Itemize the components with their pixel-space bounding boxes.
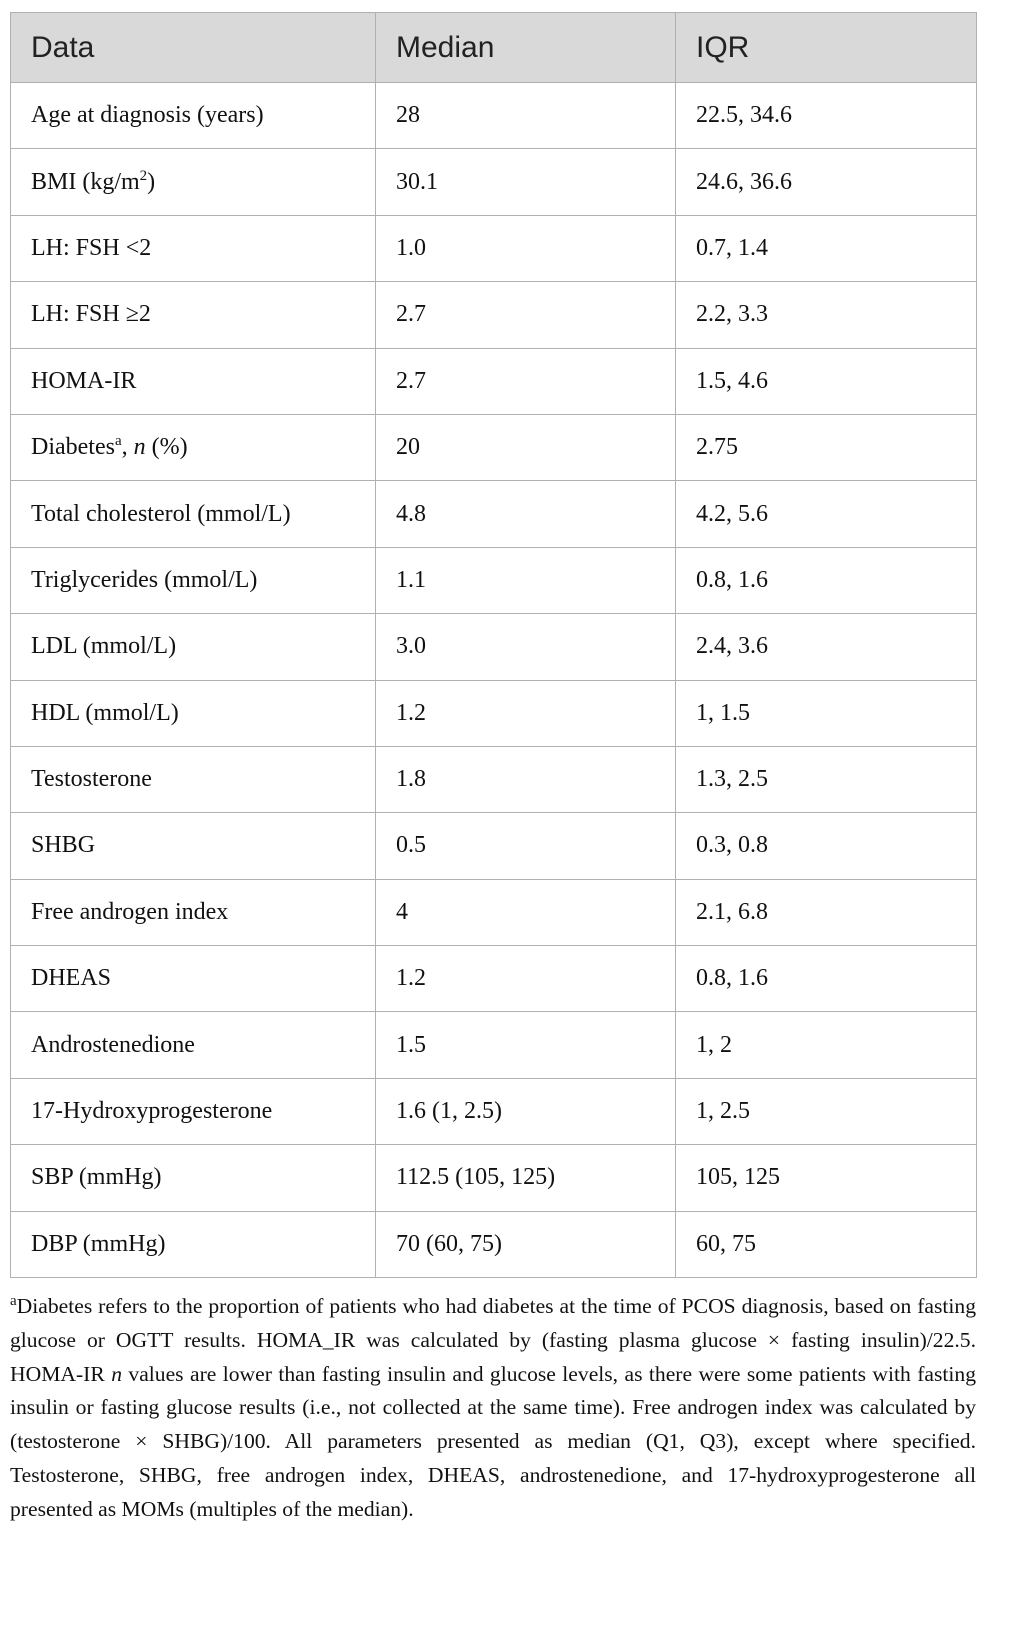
table-row: Triglycerides (mmol/L) 1.1 0.8, 1.6 <box>10 546 977 615</box>
table-cell: 4.2, 5.6 <box>675 480 977 548</box>
table-cell: DBP (mmHg) <box>10 1210 376 1279</box>
table-cell: 20 <box>375 413 676 482</box>
table-cell: 0.3, 0.8 <box>675 812 977 880</box>
table-row: Androstenedione 1.5 1, 2 <box>10 1011 977 1079</box>
table-cell: 105, 125 <box>675 1144 977 1212</box>
table-row: SHBG 0.5 0.3, 0.8 <box>10 812 977 880</box>
table-cell: LH: FSH <2 <box>10 214 376 283</box>
table-cell: 1, 2 <box>675 1011 977 1079</box>
table-cell: Diabetesa, n (%) <box>10 413 376 482</box>
table-body: Age at diagnosis (years) 28 22.5, 34.6 BMI … <box>10 81 977 1279</box>
footnote-text: Diabetes refers to the proportion of pat… <box>10 1294 976 1386</box>
table-row: HDL (mmol/L) 1.2 1, 1.5 <box>10 679 977 747</box>
table-row: HOMA-IR 2.7 1.5, 4.6 <box>10 347 977 415</box>
data-table: Data Median IQR Age at diagnosis (years)… <box>10 12 977 1279</box>
table-cell: 17-Hydroxyprogesterone <box>10 1077 376 1146</box>
table-row: Total cholesterol (mmol/L) 4.8 4.2, 5.6 <box>10 480 977 548</box>
table-cell: Testosterone <box>10 745 376 814</box>
table-cell: 2.7 <box>375 347 676 415</box>
table-cell: 2.75 <box>675 413 977 482</box>
table-cell: 70 (60, 75) <box>375 1210 676 1279</box>
table-cell: 30.1 <box>375 148 676 216</box>
table-cell: Androstenedione <box>10 1011 376 1079</box>
table-cell: 2.7 <box>375 281 676 349</box>
table-cell: Age at diagnosis (years) <box>10 81 376 150</box>
table-cell: 1, 1.5 <box>675 679 977 747</box>
table-cell: SHBG <box>10 812 376 880</box>
table-cell: 0.8, 1.6 <box>675 546 977 615</box>
table-row: Diabetesa, n (%) 20 2.75 <box>10 413 977 482</box>
table-row: Free androgen index 4 2.1, 6.8 <box>10 878 977 947</box>
table-cell: LH: FSH ≥2 <box>10 281 376 349</box>
table-row: DBP (mmHg) 70 (60, 75) 60, 75 <box>10 1210 977 1279</box>
table-cell: 60, 75 <box>675 1210 977 1279</box>
table-cell: Triglycerides (mmol/L) <box>10 546 376 615</box>
table-cell: 24.6, 36.6 <box>675 148 977 216</box>
table-cell: 2.2, 3.3 <box>675 281 977 349</box>
header-row: Data Median IQR <box>10 12 977 83</box>
table-cell: 1.5, 4.6 <box>675 347 977 415</box>
table-cell: 1.2 <box>375 679 676 747</box>
table-cell: 112.5 (105, 125) <box>375 1144 676 1212</box>
cell-text: (%) <box>145 434 188 461</box>
table-row: LDL (mmol/L) 3.0 2.4, 3.6 <box>10 613 977 681</box>
table-cell: 22.5, 34.6 <box>675 81 977 150</box>
table-cell: 3.0 <box>375 613 676 681</box>
footnote-italic: n <box>111 1361 122 1386</box>
table-cell: 1.6 (1, 2.5) <box>375 1077 676 1146</box>
table-cell: 1.5 <box>375 1011 676 1079</box>
header-cell: Data <box>10 12 376 83</box>
table-cell: 1, 2.5 <box>675 1077 977 1146</box>
table-cell: 0.8, 1.6 <box>675 945 977 1013</box>
table-cell: 0.5 <box>375 812 676 880</box>
cell-text: n <box>133 434 146 461</box>
table-row: SBP (mmHg) 112.5 (105, 125) 105, 125 <box>10 1144 977 1212</box>
table-row: BMI (kg/m2) 30.1 24.6, 36.6 <box>10 148 977 216</box>
table-row: LH: FSH ≥2 2.7 2.2, 3.3 <box>10 281 977 349</box>
header-cell: IQR <box>675 12 977 83</box>
cell-text: , <box>121 434 134 461</box>
header-cell: Median <box>375 12 676 83</box>
table-cell: 4.8 <box>375 480 676 548</box>
table-cell: BMI (kg/m2) <box>10 148 376 216</box>
table-cell: 1.0 <box>375 214 676 283</box>
table-cell: SBP (mmHg) <box>10 1144 376 1212</box>
table-cell: 2.4, 3.6 <box>675 613 977 681</box>
cell-text: BMI (kg/m <box>31 168 140 195</box>
table-row: Testosterone 1.8 1.3, 2.5 <box>10 745 977 814</box>
table-cell: 1.8 <box>375 745 676 814</box>
cell-text: ) <box>147 168 156 195</box>
table-cell: 1.3, 2.5 <box>675 745 977 814</box>
table-cell: 28 <box>375 81 676 150</box>
table-cell: 0.7, 1.4 <box>675 214 977 283</box>
footnote-text: values are lower than fasting insulin an… <box>10 1361 976 1521</box>
table-cell: 1.2 <box>375 945 676 1013</box>
footnote-marker: a <box>10 1292 17 1309</box>
table-cell: 4 <box>375 878 676 947</box>
table-row: DHEAS 1.2 0.8, 1.6 <box>10 945 977 1013</box>
table-cell: Free androgen index <box>10 878 376 947</box>
table-cell: 2.1, 6.8 <box>675 878 977 947</box>
table-cell: HDL (mmol/L) <box>10 679 376 747</box>
cell-text: Diabetes <box>31 434 115 461</box>
table-cell: Total cholesterol (mmol/L) <box>10 480 376 548</box>
table-cell: HOMA-IR <box>10 347 376 415</box>
table-cell: DHEAS <box>10 945 376 1013</box>
table-cell: LDL (mmol/L) <box>10 613 376 681</box>
table-row: LH: FSH <2 1.0 0.7, 1.4 <box>10 214 977 283</box>
table-row: Age at diagnosis (years) 28 22.5, 34.6 <box>10 81 977 150</box>
cell-text: 2 <box>139 167 148 184</box>
table-cell: 1.1 <box>375 546 676 615</box>
table-row: 17-Hydroxyprogesterone 1.6 (1, 2.5) 1, 2.5 <box>10 1077 977 1146</box>
footnote: aDiabetes refers to the proportion of pa… <box>10 1290 976 1527</box>
cell-text: a <box>114 433 122 450</box>
